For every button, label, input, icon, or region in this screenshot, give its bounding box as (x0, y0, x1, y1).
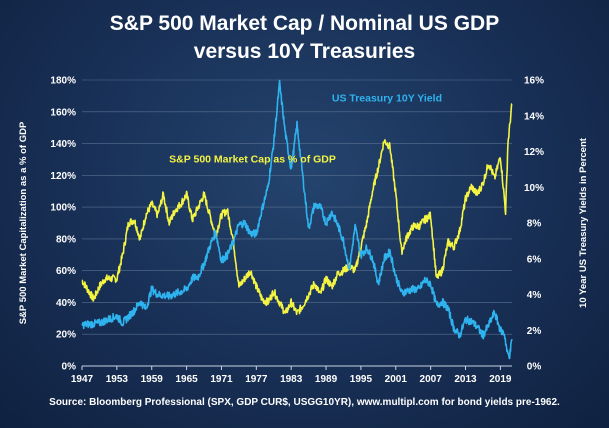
y-left-tick-label: 140% (50, 139, 76, 150)
x-tick-label: 1977 (245, 374, 268, 385)
series-line-treasury-yield (81, 79, 513, 360)
y-right-tick-label: 10% (524, 183, 544, 194)
x-tick-label: 2013 (454, 374, 477, 385)
y-left-tick-label: 80% (56, 234, 76, 245)
y-right-tick-label: 6% (527, 254, 542, 265)
x-tick-label: 1995 (350, 374, 373, 385)
y-left-tick-label: 60% (56, 266, 76, 277)
y-left-axis-title: S&P 500 Market Capitalization as a % of … (18, 121, 29, 324)
y-right-tick-label: 16% (524, 76, 544, 87)
x-tick-label: 1965 (175, 374, 198, 385)
chart-title-line-2: versus 10Y Treasuries (193, 40, 416, 63)
x-tick-label: 1947 (71, 374, 94, 385)
y-right-tick-label: 4% (527, 290, 542, 301)
x-tick-label: 2019 (489, 374, 512, 385)
chart-title-line-1: S&P 500 Market Cap / Nominal US GDP (109, 12, 500, 35)
source-note: Source: Bloomberg Professional (SPX, GDP… (49, 397, 560, 408)
grid-layer (82, 79, 512, 367)
x-tick-label: 2007 (420, 374, 443, 385)
annotation-layer: US Treasury 10Y Yield S&P 500 Market Cap … (169, 92, 442, 165)
x-tick-label: 1989 (315, 374, 338, 385)
x-tick-label: 1959 (141, 374, 164, 385)
series-annotation-label: US Treasury 10Y Yield (332, 92, 442, 104)
y-left-tick-label: 20% (56, 330, 76, 341)
x-tick-label: 1953 (106, 374, 129, 385)
series-annotation-label: S&P 500 Market Cap as % of GDP (169, 154, 336, 166)
y-right-tick-label: 0% (527, 362, 542, 373)
series-line-market-cap (81, 103, 513, 316)
y-right-axis-title: 10 Year US Treasury Yields in Percent (578, 137, 589, 308)
y-left-tick-label: 180% (50, 76, 76, 87)
axis-layer: 0% 20% 40% 60% 80% 100% 120% 140% 160% 180% 0% 2% 4%… (18, 76, 589, 386)
y-right-tick-label: 14% (524, 111, 544, 122)
y-left-tick-label: 120% (50, 171, 76, 182)
y-right-tick-label: 12% (524, 147, 544, 158)
y-left-tick-label: 100% (50, 203, 76, 214)
y-right-tick-label: 2% (527, 326, 542, 337)
y-right-tick-label: 8% (527, 219, 542, 230)
y-left-tick-label: 0% (62, 362, 77, 373)
y-left-tick-label: 40% (56, 298, 76, 309)
x-tick-label: 1983 (280, 374, 303, 385)
y-left-tick-label: 160% (50, 107, 76, 118)
x-tick-label: 2001 (385, 374, 408, 385)
series-layer (81, 79, 513, 360)
x-tick-label: 1971 (210, 374, 233, 385)
